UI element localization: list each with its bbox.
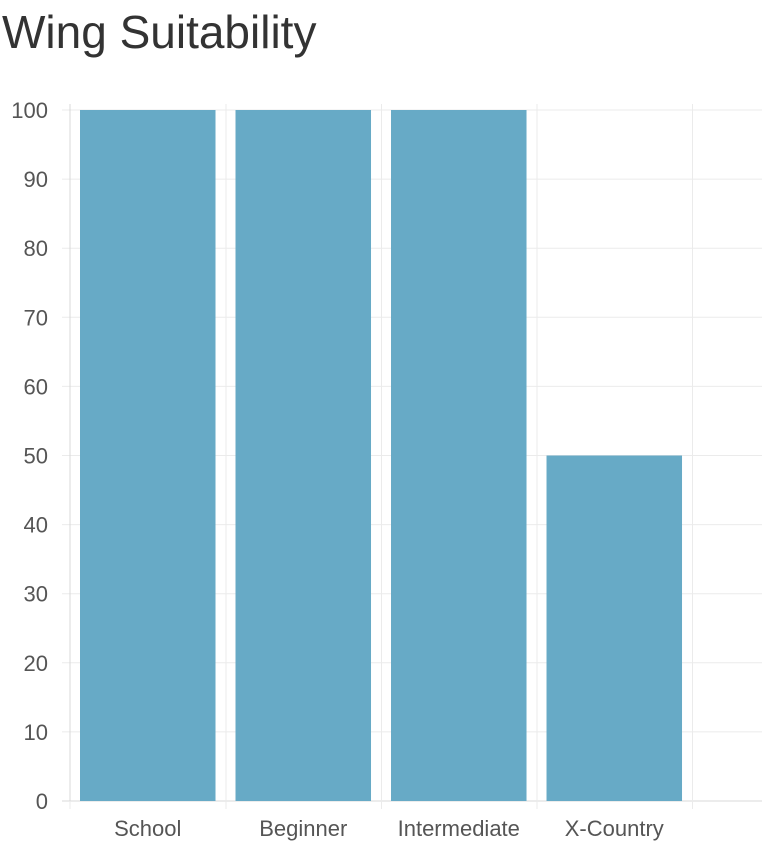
bars (80, 110, 683, 802)
x-tick-labels: School Beginner Intermediate X-Country (114, 816, 664, 841)
y-tick-labels: 0 10 20 30 40 50 60 70 80 90 100 (11, 98, 48, 814)
y-tick-label: 100 (11, 98, 48, 123)
y-tick-label: 90 (24, 167, 48, 192)
y-tick-label: 30 (24, 582, 48, 607)
y-tick-label: 50 (24, 444, 48, 469)
bar-school[interactable] (80, 110, 216, 801)
x-tick-label: School (114, 816, 181, 841)
bar-intermediate[interactable] (391, 110, 527, 801)
x-tick-label: Intermediate (398, 816, 520, 841)
y-tick-label: 10 (24, 720, 48, 745)
chart-title: Wing Suitability (2, 6, 317, 58)
y-tick-label: 0 (36, 789, 48, 814)
y-tick-label: 70 (24, 305, 48, 330)
bar-x-country[interactable] (546, 455, 683, 802)
y-tick-label: 20 (24, 651, 48, 676)
y-tick-label: 80 (24, 236, 48, 261)
y-tick-label: 40 (24, 513, 48, 538)
bar-beginner[interactable] (235, 110, 372, 801)
x-tick-label: Beginner (259, 816, 347, 841)
y-tick-label: 60 (24, 374, 48, 399)
x-tick-label: X-Country (565, 816, 664, 841)
